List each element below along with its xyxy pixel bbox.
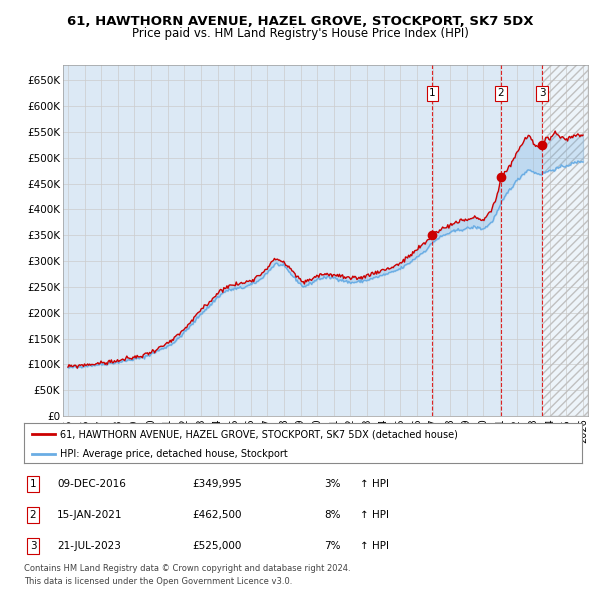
Text: Price paid vs. HM Land Registry's House Price Index (HPI): Price paid vs. HM Land Registry's House … xyxy=(131,27,469,40)
Text: 1: 1 xyxy=(29,480,37,489)
Text: 21-JUL-2023: 21-JUL-2023 xyxy=(57,541,121,550)
Text: 61, HAWTHORN AVENUE, HAZEL GROVE, STOCKPORT, SK7 5DX: 61, HAWTHORN AVENUE, HAZEL GROVE, STOCKP… xyxy=(67,15,533,28)
Text: 3: 3 xyxy=(539,88,545,99)
Text: £525,000: £525,000 xyxy=(192,541,241,550)
Text: ↑ HPI: ↑ HPI xyxy=(360,541,389,550)
Text: 7%: 7% xyxy=(324,541,341,550)
Text: 3%: 3% xyxy=(324,480,341,489)
Text: £349,995: £349,995 xyxy=(192,480,242,489)
Text: This data is licensed under the Open Government Licence v3.0.: This data is licensed under the Open Gov… xyxy=(24,577,292,586)
Text: £462,500: £462,500 xyxy=(192,510,241,520)
Text: 15-JAN-2021: 15-JAN-2021 xyxy=(57,510,122,520)
Text: 61, HAWTHORN AVENUE, HAZEL GROVE, STOCKPORT, SK7 5DX (detached house): 61, HAWTHORN AVENUE, HAZEL GROVE, STOCKP… xyxy=(60,430,458,440)
Text: Contains HM Land Registry data © Crown copyright and database right 2024.: Contains HM Land Registry data © Crown c… xyxy=(24,564,350,573)
Text: HPI: Average price, detached house, Stockport: HPI: Average price, detached house, Stoc… xyxy=(60,450,288,460)
Text: 2: 2 xyxy=(497,88,504,99)
Text: 1: 1 xyxy=(429,88,436,99)
Text: 8%: 8% xyxy=(324,510,341,520)
Text: 09-DEC-2016: 09-DEC-2016 xyxy=(57,480,126,489)
Text: 2: 2 xyxy=(29,510,37,520)
Text: ↑ HPI: ↑ HPI xyxy=(360,480,389,489)
Text: 3: 3 xyxy=(29,541,37,550)
Text: ↑ HPI: ↑ HPI xyxy=(360,510,389,520)
